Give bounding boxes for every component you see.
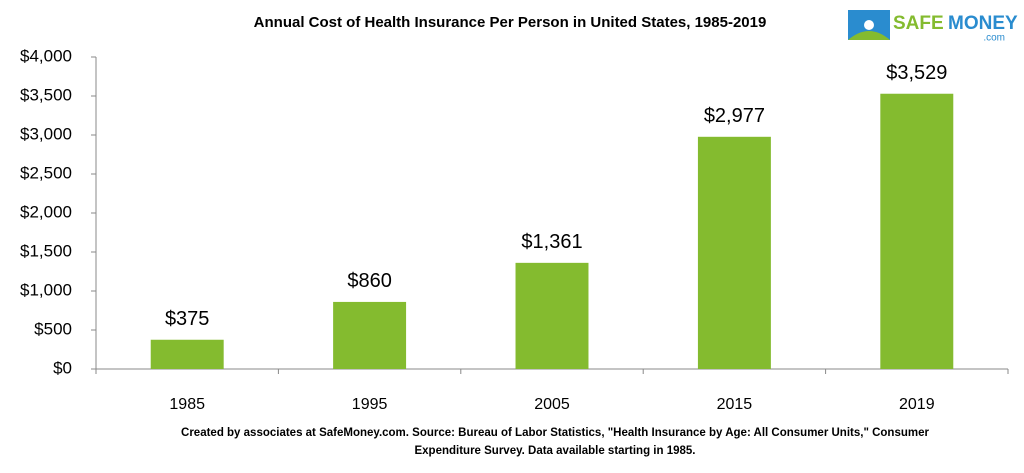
- y-tick-label: $3,000: [20, 124, 72, 143]
- x-tick-label: 2015: [717, 396, 753, 413]
- x-tick-label: 2019: [899, 396, 935, 413]
- source-note: Expenditure Survey. Data available start…: [414, 445, 695, 457]
- data-label: $2,977: [704, 105, 765, 127]
- x-tick-label: 1985: [169, 396, 205, 413]
- y-tick-label: $1,000: [20, 280, 72, 299]
- logo-domain: .com: [983, 33, 1005, 44]
- y-tick-label: $0: [53, 358, 72, 377]
- data-label: $3,529: [886, 62, 947, 84]
- x-tick-label: 2005: [534, 396, 570, 413]
- bar: [150, 339, 224, 369]
- chart-title: Annual Cost of Health Insurance Per Pers…: [254, 14, 767, 31]
- data-label: $375: [165, 308, 210, 330]
- data-label: $1,361: [521, 231, 582, 253]
- y-tick-label: $2,500: [20, 163, 72, 182]
- bar: [333, 301, 407, 369]
- y-tick-label: $1,500: [20, 241, 72, 260]
- y-tick-label: $3,500: [20, 85, 72, 104]
- logo-hill: [848, 31, 890, 40]
- bar: [697, 136, 771, 369]
- y-tick-label: $500: [34, 319, 72, 338]
- y-tick-label: $4,000: [20, 46, 72, 65]
- logo: SAFE MONEY .com: [848, 10, 1018, 44]
- bar: [515, 262, 589, 369]
- logo-safe: SAFE: [893, 13, 944, 34]
- y-tick-label: $2,000: [20, 202, 72, 221]
- source-note: Created by associates at SafeMoney.com. …: [181, 427, 929, 439]
- data-label: $860: [347, 270, 392, 292]
- logo-sun: [864, 20, 874, 30]
- bar: [880, 93, 954, 369]
- x-tick-label: 1995: [352, 396, 388, 413]
- logo-money: MONEY: [948, 13, 1018, 34]
